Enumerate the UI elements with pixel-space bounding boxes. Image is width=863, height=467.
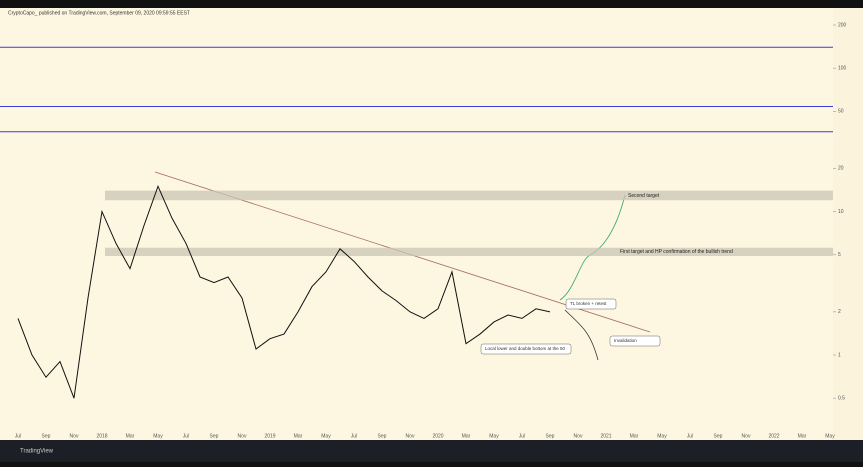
x-tick-label: Jul [15, 433, 21, 439]
x-tick-label: 2021 [600, 433, 611, 439]
x-tick-label: Nov [70, 433, 79, 439]
annotation: Invalidation [614, 338, 637, 343]
annotation: Local lower and double bottom at the 50 [485, 346, 566, 351]
zone [105, 247, 833, 257]
x-tick-label: Sep [714, 433, 723, 439]
x-tick-label: Mar [630, 433, 639, 439]
x-tick-label: Nov [574, 433, 583, 439]
x-tick-label: Mar [126, 433, 135, 439]
x-tick-label: May [825, 433, 835, 439]
x-tick-label: Nov [742, 433, 751, 439]
y-tick-label: 1 [838, 352, 841, 358]
y-tick-label: 0.5 [838, 396, 845, 402]
x-tick-label: May [489, 433, 499, 439]
x-tick-label: Mar [294, 433, 303, 439]
y-tick-label: 20 [838, 166, 844, 172]
y-tick-label: 50 [838, 109, 844, 115]
y-tick-label: 5 [838, 252, 841, 258]
x-tick-label: 2018 [96, 433, 107, 439]
annotation-box [609, 335, 661, 347]
x-tick-label: Nov [238, 433, 247, 439]
zone-label: Second target [628, 193, 660, 199]
x-tick-label: 2019 [264, 433, 275, 439]
y-tick-label: 100 [838, 66, 847, 72]
x-tick-label: Sep [42, 433, 51, 439]
y-tick-label: 2 [838, 309, 841, 315]
x-tick-label: Nov [406, 433, 415, 439]
x-tick-label: May [153, 433, 163, 439]
annotation: TL broken + retest [570, 301, 607, 306]
x-tick-label: Jul [351, 433, 357, 439]
x-tick-label: 2020 [432, 433, 443, 439]
x-tick-label: Sep [210, 433, 219, 439]
zone-label: First target and HP confirmation of the … [620, 249, 733, 255]
header-text: CryptoCapo_ published on TradingView.com… [8, 10, 190, 16]
footer-bar [0, 440, 863, 462]
chart-background [0, 8, 863, 440]
y-tick-label: 10 [838, 209, 844, 215]
invalidation-path [564, 309, 599, 361]
x-tick-label: Jul [519, 433, 525, 439]
x-tick-label: Mar [462, 433, 471, 439]
x-tick-label: Sep [546, 433, 555, 439]
x-tick-label: Mar [798, 433, 807, 439]
x-tick-label: May [321, 433, 331, 439]
y-tick-label: 200 [838, 22, 847, 28]
x-tick-label: Sep [378, 433, 387, 439]
zone [105, 190, 833, 201]
x-tick-label: Jul [687, 433, 693, 439]
footer-brand: TradingView [20, 449, 54, 455]
price-axis [833, 8, 863, 440]
annotation-box [480, 343, 572, 355]
x-tick-label: Jul [183, 433, 189, 439]
x-tick-label: May [657, 433, 667, 439]
annotation-box [565, 298, 617, 310]
price-line [17, 184, 551, 399]
x-tick-label: 2022 [768, 433, 779, 439]
